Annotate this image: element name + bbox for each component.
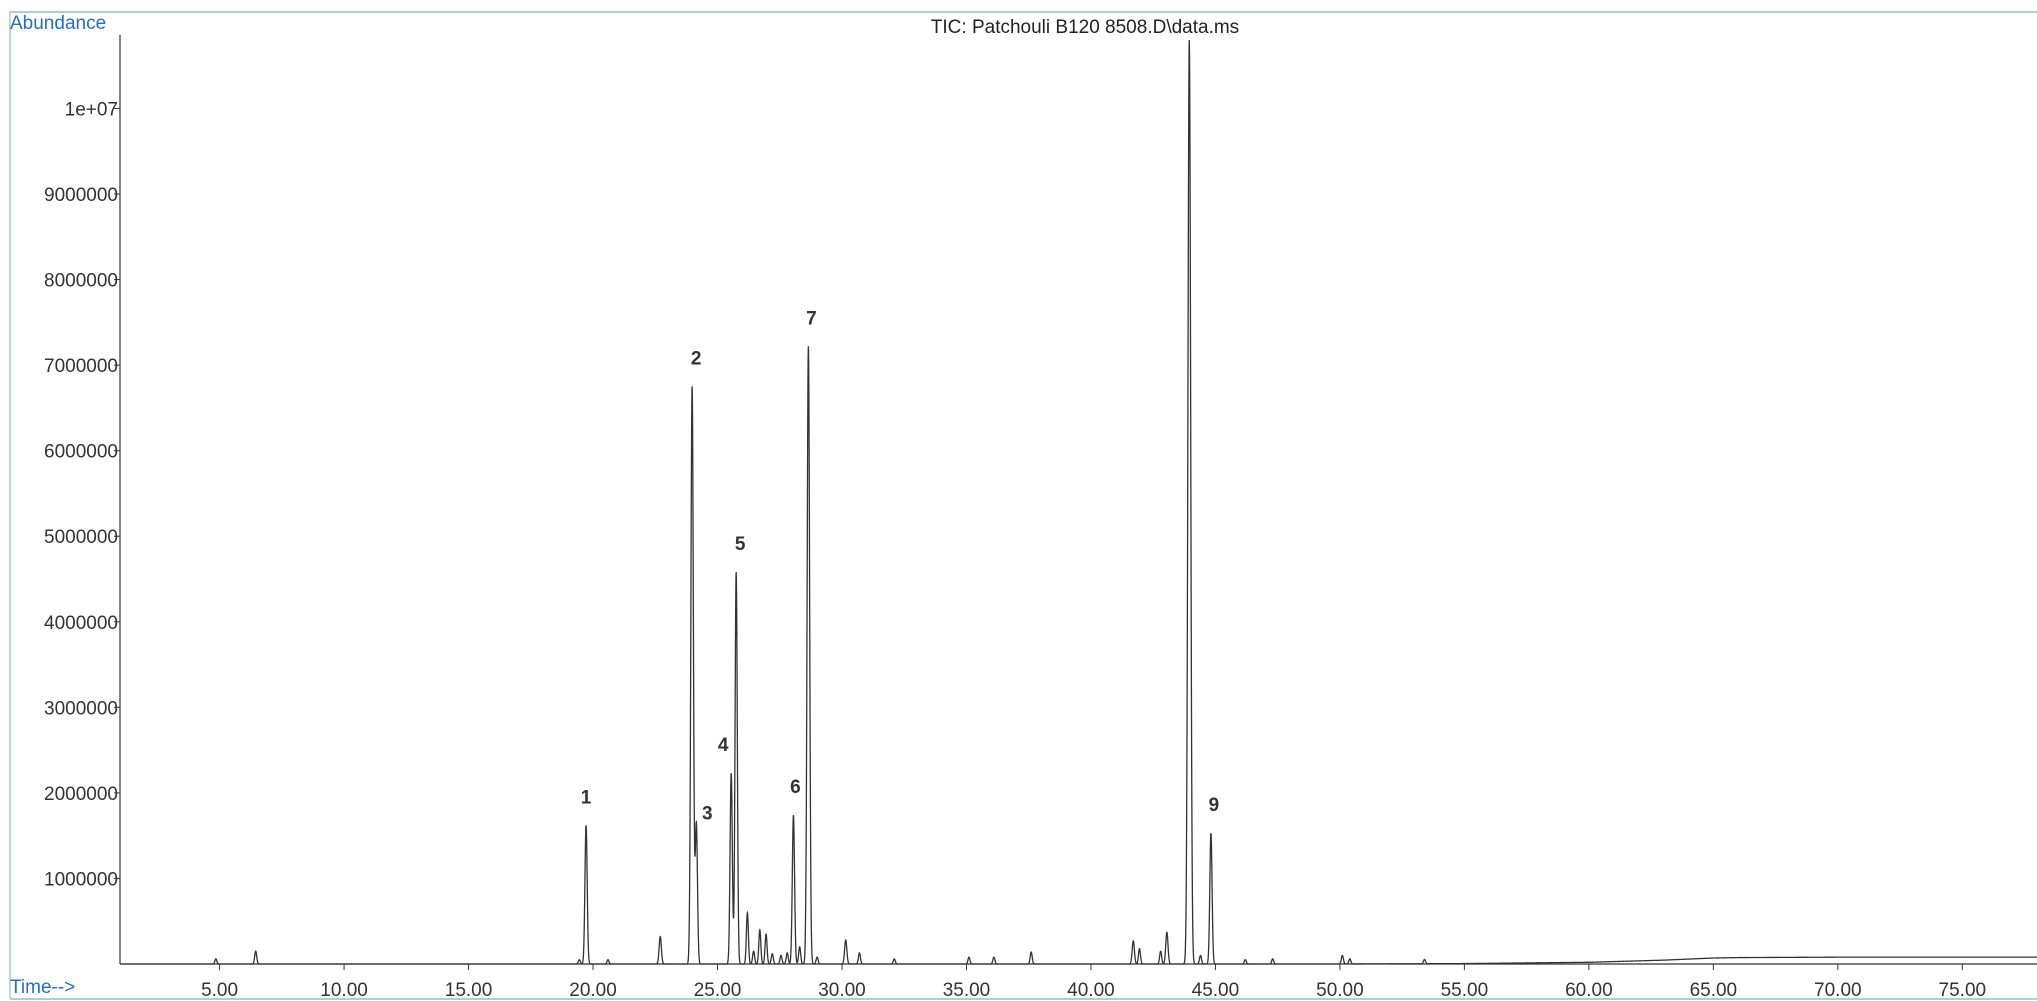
x-tick-label: 35.00: [943, 980, 991, 1001]
peak-label-7: 7: [806, 308, 817, 329]
peak-label-5: 5: [735, 534, 746, 555]
peak-labels: 123456789: [581, 308, 1220, 825]
x-tick-label: 15.00: [445, 980, 493, 1001]
y-tick-label: 5000000: [44, 527, 118, 548]
peak-label-3: 3: [702, 804, 713, 825]
y-tick-label: 4000000: [44, 613, 118, 634]
x-tick-label: 60.00: [1565, 980, 1613, 1001]
y-tick-label: 6000000: [44, 442, 118, 463]
y-tick-label: 9000000: [44, 185, 118, 206]
peak-label-6: 6: [790, 777, 801, 798]
y-tick-label: 8000000: [44, 271, 118, 292]
x-tick-label: 20.00: [569, 980, 617, 1001]
y-axis-ticks: 1000000 2000000 3000000 4000000 5000000 60000…: [44, 99, 120, 890]
y-tick-label: 1e+07: [65, 99, 118, 120]
x-tick-label: 25.00: [694, 980, 742, 1001]
x-tick-label: 45.00: [1192, 980, 1240, 1001]
y-tick-label: 3000000: [44, 698, 118, 719]
y-tick-label: 1000000: [44, 869, 118, 890]
x-tick-label: 55.00: [1441, 980, 1489, 1001]
peak-label-1: 1: [581, 787, 592, 808]
x-tick-label: 10.00: [320, 980, 368, 1001]
peak-label-9: 9: [1209, 795, 1220, 816]
x-tick-label: 40.00: [1067, 980, 1115, 1001]
peak-label-2: 2: [691, 349, 702, 370]
x-tick-label: 75.00: [1939, 980, 1987, 1001]
y-tick-label: 7000000: [44, 356, 118, 377]
x-tick-label: 70.00: [1814, 980, 1862, 1001]
tic-trace-line: [120, 39, 2037, 965]
x-tick-label: 50.00: [1316, 980, 1364, 1001]
x-axis-ticks: 5.00 10.00 15.00 20.00 25.00 30.00 35.00 40.00 4…: [201, 964, 1986, 1001]
chart-title: TIC: Patchouli B120 8508.D\data.ms: [931, 17, 1239, 38]
y-tick-label: 2000000: [44, 784, 118, 805]
x-tick-label: 30.00: [818, 980, 866, 1001]
x-tick-label: 65.00: [1690, 980, 1738, 1001]
y-axis-label: Abundance: [10, 13, 106, 34]
x-axis-label: Time-->: [10, 977, 75, 998]
peak-label-4: 4: [718, 735, 729, 756]
x-tick-label: 5.00: [201, 980, 238, 1001]
